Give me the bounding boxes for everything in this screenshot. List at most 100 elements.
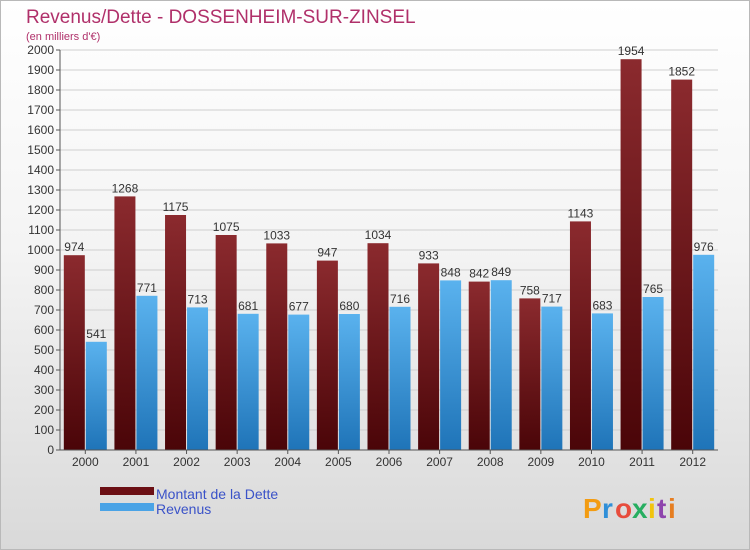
legend-swatch-revenus xyxy=(100,503,154,511)
bar-debt xyxy=(620,59,642,450)
bar-debt xyxy=(316,260,338,450)
legend-label-debt: Montant de la Dette xyxy=(156,486,278,502)
bar-debt xyxy=(671,79,693,450)
data-label-revenus: 681 xyxy=(238,299,258,313)
x-tick-label: 2006 xyxy=(376,455,403,469)
bar-revenus xyxy=(389,306,411,450)
y-tick-label: 1200 xyxy=(27,203,54,217)
y-tick-label: 500 xyxy=(34,343,54,357)
data-label-revenus: 717 xyxy=(542,292,562,306)
bar-debt xyxy=(165,215,187,450)
y-tick-label: 1500 xyxy=(27,143,54,157)
logo-letter: o xyxy=(615,493,632,524)
logo-letter: P xyxy=(583,493,602,524)
x-tick-label: 2008 xyxy=(477,455,504,469)
x-tick-label: 2001 xyxy=(123,455,150,469)
data-label-revenus: 683 xyxy=(592,298,612,312)
bar-debt xyxy=(63,255,85,450)
x-tick-label: 2011 xyxy=(629,455,655,469)
data-label-debt: 1033 xyxy=(263,228,290,242)
bar-debt xyxy=(468,281,490,450)
y-tick-label: 200 xyxy=(34,403,54,417)
data-label-revenus: 849 xyxy=(491,265,511,279)
y-tick-label: 1000 xyxy=(27,243,54,257)
value-labels: 974 541 1268 771 1175 713 1075 681 1033 677 947 680… xyxy=(64,44,714,341)
bar-revenus xyxy=(440,280,462,450)
bar-revenus xyxy=(642,297,664,450)
x-tick-label: 2002 xyxy=(173,455,200,469)
data-label-revenus: 541 xyxy=(86,327,106,341)
y-tick-label: 300 xyxy=(34,383,54,397)
chart-subtitle: (en milliers d'€) xyxy=(26,31,100,43)
y-tick-label: 100 xyxy=(34,423,54,437)
y-tick-label: 1900 xyxy=(27,63,54,77)
x-tick-label: 2007 xyxy=(426,455,453,469)
data-label-debt: 842 xyxy=(469,267,489,281)
data-label-revenus: 848 xyxy=(441,265,461,279)
x-tick-label: 2012 xyxy=(679,455,706,469)
legend-label-revenus: Revenus xyxy=(156,501,211,517)
data-label-revenus: 716 xyxy=(390,292,410,306)
logo-letter: r xyxy=(602,493,613,524)
y-tick-label: 700 xyxy=(34,303,54,317)
data-label-revenus: 976 xyxy=(694,240,714,254)
logo-letter: x xyxy=(632,493,648,524)
chart-title: Revenus/Dette - DOSSENHEIM-SUR-ZINSEL xyxy=(26,7,416,28)
data-label-debt: 1852 xyxy=(668,65,695,79)
x-tick-label: 2004 xyxy=(274,455,301,469)
bar-revenus xyxy=(85,341,107,450)
bar-revenus xyxy=(338,314,360,450)
bar-revenus xyxy=(490,280,512,450)
y-tick-label: 1300 xyxy=(27,183,54,197)
y-tick-label: 1800 xyxy=(27,83,54,97)
data-label-revenus: 771 xyxy=(137,281,157,295)
bar-debt xyxy=(569,221,591,450)
bar-revenus xyxy=(693,254,715,450)
bar-revenus xyxy=(288,314,310,450)
x-tick-label: 2009 xyxy=(527,455,554,469)
y-tick-label: 0 xyxy=(47,443,54,457)
y-tick-label: 800 xyxy=(34,283,54,297)
bar-revenus xyxy=(541,306,563,450)
x-tick-label: 2000 xyxy=(72,455,99,469)
grid xyxy=(60,49,718,451)
x-tick-label: 2005 xyxy=(325,455,352,469)
data-label-debt: 1075 xyxy=(213,220,240,234)
x-axis: 2000 2001 2002 2003 2004 2005 2006 2007 2008 2009… xyxy=(60,449,718,469)
y-tick-label: 1600 xyxy=(27,123,54,137)
bar-debt xyxy=(418,263,440,450)
y-tick-label: 1700 xyxy=(27,103,54,117)
bar-revenus xyxy=(187,307,209,450)
y-tick-label: 900 xyxy=(34,263,54,277)
bar-revenus xyxy=(136,295,158,450)
bar-revenus xyxy=(591,313,613,450)
bar-debt xyxy=(367,243,389,450)
y-tick-label: 1100 xyxy=(28,223,54,237)
data-label-revenus: 680 xyxy=(339,299,359,313)
bar-revenus xyxy=(237,313,259,450)
data-label-revenus: 713 xyxy=(188,292,208,306)
data-label-debt: 974 xyxy=(64,240,84,254)
legend: Montant de la Dette Revenus xyxy=(100,486,278,517)
x-tick-label: 2003 xyxy=(224,455,251,469)
data-label-revenus: 765 xyxy=(643,282,663,296)
data-label-debt: 933 xyxy=(419,248,439,262)
bar-debt xyxy=(266,243,288,450)
bar-debt xyxy=(114,196,136,450)
y-tick-label: 400 xyxy=(34,363,54,377)
data-label-debt: 947 xyxy=(317,246,337,260)
logo-letter: t xyxy=(657,493,666,524)
bars xyxy=(63,59,715,450)
logo-letter: i xyxy=(648,493,656,524)
legend-swatch-debt xyxy=(100,487,154,495)
data-label-debt: 1175 xyxy=(163,200,189,214)
x-tick-label: 2010 xyxy=(578,455,605,469)
bar-debt xyxy=(215,235,237,450)
bar-debt xyxy=(519,298,541,450)
logo-letter: i xyxy=(668,493,676,524)
y-tick-label: 600 xyxy=(34,323,54,337)
y-axis: 0 100 200 300 400 500 600 700 800 900 1000 1100 1200… xyxy=(27,43,61,457)
data-label-debt: 1143 xyxy=(568,206,594,220)
